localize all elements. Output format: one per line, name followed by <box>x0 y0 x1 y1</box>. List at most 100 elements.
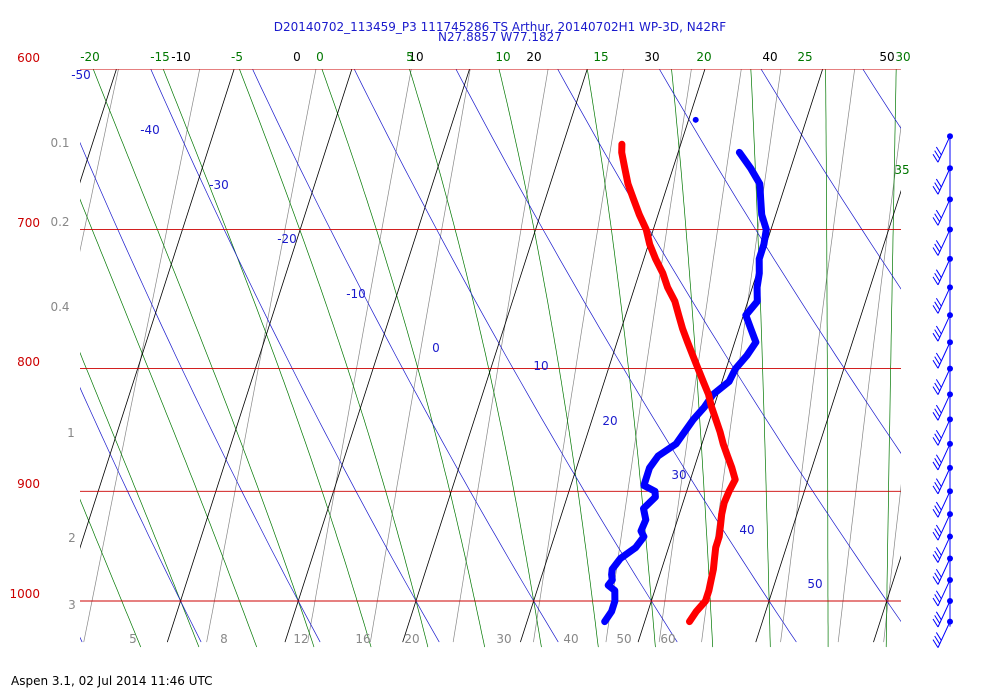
wind-barb-shaft <box>937 536 951 563</box>
pressure-label: 600 <box>17 51 40 65</box>
moist-adiabat-label: -5 <box>231 50 243 64</box>
wind-barb-flag <box>934 243 941 253</box>
isotherm-line <box>991 52 1000 642</box>
isotherm-label: 20 <box>526 50 541 64</box>
wind-barb-flag <box>935 240 942 249</box>
dry-adiabat-label: -20 <box>277 232 297 246</box>
wind-barb-shaft <box>937 168 951 195</box>
wind-barb-flag <box>932 217 939 226</box>
wind-barb-flag <box>932 509 939 518</box>
moist-adiabat-line <box>239 69 429 648</box>
wind-barb-flag <box>932 554 939 563</box>
dry-adiabat-line <box>80 386 202 643</box>
wind-barb-flag <box>932 332 939 342</box>
wind-barb-flag <box>932 576 939 585</box>
mixing-ratio-line <box>533 69 624 643</box>
wind-barb-flag <box>932 597 939 607</box>
dry-adiabat-line <box>760 69 901 290</box>
isotherm-label: -10 <box>171 50 191 64</box>
profiles <box>601 116 770 626</box>
mixing-ratio-line <box>0 52 46 642</box>
wind-barb-flag <box>932 485 939 495</box>
wind-barb-flag <box>934 572 941 582</box>
grid-lines <box>0 52 1000 648</box>
wind-barb-shaft <box>937 342 951 369</box>
wind-barb-shaft <box>937 368 951 395</box>
isotherm-label: 40 <box>762 50 777 64</box>
wind-barb-shaft <box>937 229 951 256</box>
moist-adiabat-label: 20 <box>696 50 711 64</box>
mixing-ratio-line <box>605 69 692 643</box>
moist-adiabat-label: 30 <box>895 50 910 64</box>
wind-barb-flag <box>935 454 942 463</box>
mixing-ratio-line <box>837 124 901 643</box>
dry-adiabat-line <box>658 69 901 454</box>
wind-barb-flag <box>935 178 942 188</box>
pressure-label: 700 <box>17 216 40 230</box>
moist-adiabat-label: -20 <box>80 50 100 64</box>
wind-barb-flag <box>934 528 941 537</box>
moist-adiabat-line <box>825 69 829 648</box>
wind-barb-flag <box>935 325 942 335</box>
moist-adiabat-label: 25 <box>797 50 812 64</box>
moist-adiabat-label: 10 <box>495 50 510 64</box>
dry-adiabat-line <box>252 69 559 643</box>
isotherm-label: 10 <box>408 50 423 64</box>
mixing-ratio-line <box>658 69 742 643</box>
wind-barb-flag <box>934 550 941 560</box>
isotherm-label: 0 <box>293 50 301 64</box>
mixing-ratio-line <box>307 69 412 643</box>
wind-barb-shaft <box>937 136 951 163</box>
wind-barb-flag <box>935 524 942 534</box>
mixing-ratio-bottom-label: 40 <box>563 632 578 646</box>
dry-adiabat-line <box>953 52 1000 642</box>
wind-barb-flag <box>932 185 939 195</box>
moist-adiabat-line <box>92 69 315 648</box>
wind-barb-flag <box>932 461 939 471</box>
mixing-ratio-label: 2 <box>68 531 76 545</box>
wind-barb-flag <box>934 213 941 223</box>
wind-barb-flag <box>935 146 942 156</box>
wind-barb-flag <box>935 478 942 487</box>
mixing-ratio-bottom-label: 5 <box>129 632 137 646</box>
isotherm-line <box>402 69 588 643</box>
wind-barb-flag <box>935 569 942 578</box>
wind-barb-flag <box>934 505 941 514</box>
wind-barb-flag <box>934 594 941 603</box>
isotherm-line <box>873 555 901 643</box>
wind-barb-flag <box>934 382 941 392</box>
dry-adiabat-line <box>557 69 901 623</box>
moist-adiabat-label: 0 <box>316 50 324 64</box>
pressure-label: 900 <box>17 477 40 491</box>
wind-barb-shaft <box>937 287 951 314</box>
moist-adiabat-line <box>321 69 485 648</box>
mixing-ratio-label: 0.4 <box>50 300 69 314</box>
mixing-ratio-bottom-label: 16 <box>355 632 370 646</box>
moist-adiabat-line <box>80 351 200 648</box>
wind-barb-shaft <box>937 600 951 628</box>
moist-adiabat-label: 15 <box>593 50 608 64</box>
mixing-ratio-bottom-label: 30 <box>496 632 511 646</box>
dry-adiabat-label: 0 <box>432 341 440 355</box>
moist-adiabat-line <box>498 69 599 648</box>
wind-barb-flag <box>932 153 939 163</box>
wind-barb-shaft <box>937 314 951 342</box>
wind-barb-flag <box>934 433 941 443</box>
wind-barb-flag <box>935 209 942 219</box>
mixing-ratio-label: 3 <box>68 598 76 612</box>
dry-adiabat-label: 50 <box>807 577 822 591</box>
wind-barb-shaft <box>937 558 951 585</box>
wind-barb-flag <box>935 297 942 307</box>
mixing-ratio-label: 0.2 <box>50 215 69 229</box>
dry-adiabat-label: -30 <box>209 178 229 192</box>
dry-adiabat-label: -10 <box>346 287 366 301</box>
wind-barb-flag <box>935 590 942 600</box>
mixing-ratio-line <box>83 69 201 643</box>
wind-barb-shaft <box>937 513 951 541</box>
mixing-ratio-label: 1 <box>67 426 75 440</box>
footer-text: Aspen 3.1, 02 Jul 2014 11:46 UTC <box>11 674 213 688</box>
wind-barb-flag <box>932 386 939 395</box>
dry-adiabat-label: 10 <box>533 359 548 373</box>
pressure-label: 1000 <box>9 587 40 601</box>
wind-barb-shaft <box>937 621 951 648</box>
